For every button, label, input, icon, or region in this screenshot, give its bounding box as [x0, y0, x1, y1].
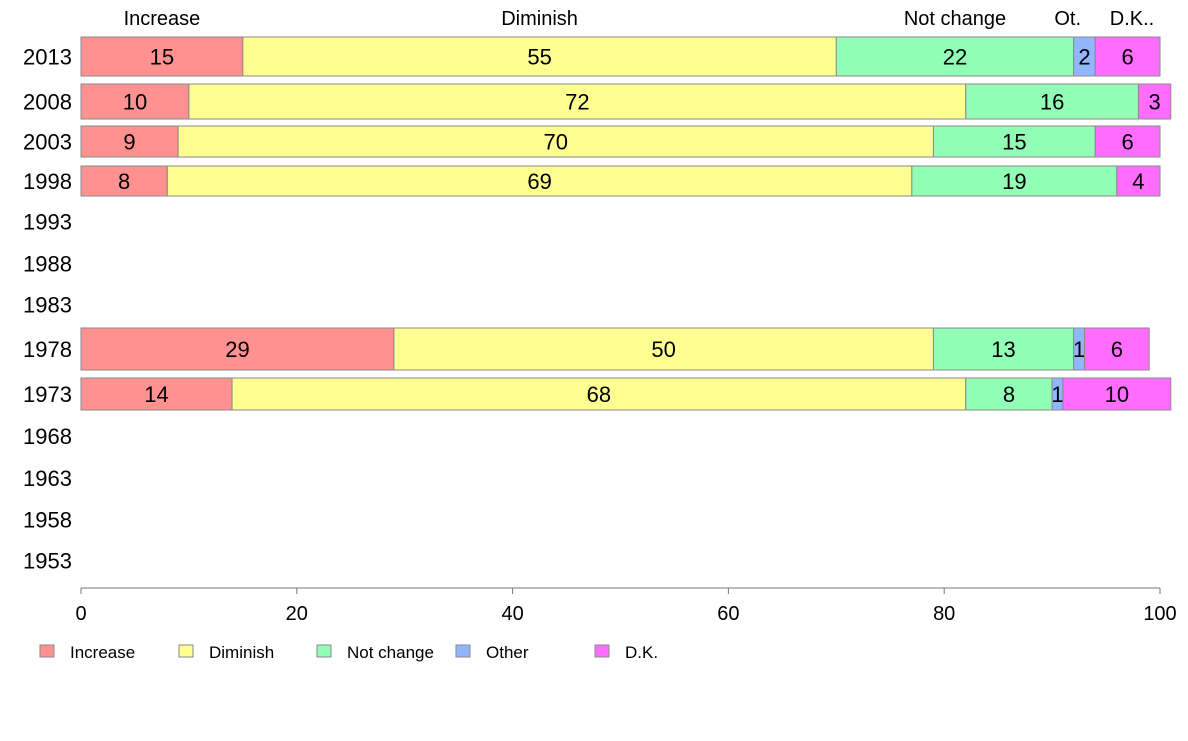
legend-label-increase: Increase: [70, 643, 135, 662]
top-label-diminish: Diminish: [501, 8, 578, 30]
top-label-increase: Increase: [124, 8, 201, 30]
data-label-2008-diminish: 72: [565, 90, 589, 115]
top-label-d-k: D.K..: [1110, 8, 1154, 30]
bar-segment-2013-d-k: [1094, 36, 1161, 77]
y-tick-label-1978: 1978: [23, 337, 72, 362]
bar-segment-1978-not-change: [932, 327, 1075, 371]
y-axis-labels: 2013 2008 2003 1998 1993 1988 1983 1978 1973 1968…: [23, 45, 72, 574]
y-tick-label-1998: 1998: [23, 169, 72, 194]
data-label-2003-not-change: 15: [1002, 130, 1026, 155]
top-labels: Increase Diminish Not change Ot. D.K..: [124, 8, 1155, 30]
legend-label-diminish: Diminish: [209, 643, 274, 662]
legend-label-d-k: D.K.: [625, 643, 658, 662]
bar-segment-2013-increase: [80, 36, 244, 77]
x-tick-label-0: 0: [75, 603, 86, 625]
data-label-2003-diminish: 70: [544, 130, 568, 155]
bar-segment-1978-increase: [80, 327, 395, 371]
data-label-1973-d-k: 10: [1105, 382, 1129, 407]
data-label-1998-not-change: 19: [1002, 169, 1026, 194]
bar-segment-1998-diminish: [166, 165, 913, 197]
data-label-2013-other: 2: [1078, 45, 1090, 70]
x-tick-label-20: 20: [286, 603, 308, 625]
y-tick-label-1993: 1993: [23, 210, 72, 235]
y-tick-label-1963: 1963: [23, 466, 72, 491]
y-tick-label-1988: 1988: [23, 252, 72, 277]
x-axis: 0 20 40 60 80 100: [75, 587, 1177, 625]
bar-segment-1998-not-change: [911, 165, 1118, 197]
data-label-1978-diminish: 50: [651, 337, 675, 362]
data-label-1973-other: 1: [1051, 382, 1063, 407]
bar-segment-1973-not-change: [965, 377, 1053, 411]
bar-segment-1978-diminish: [393, 327, 934, 371]
data-label-1978-increase: 29: [225, 337, 249, 362]
data-label-1978-not-change: 13: [991, 337, 1015, 362]
bar-segment-2003-increase: [80, 125, 179, 158]
bar-segment-1998-d-k: [1116, 165, 1161, 197]
legend-label-other: Other: [486, 643, 529, 662]
legend: Increase Diminish Not change Other D.K.: [39, 643, 658, 662]
y-tick-label-2003: 2003: [23, 130, 72, 155]
y-tick-label-1953: 1953: [23, 549, 72, 574]
data-label-1978-d-k: 6: [1111, 337, 1123, 362]
legend-swatch-other: [455, 644, 471, 658]
bar-segment-2008-diminish: [188, 83, 967, 120]
data-label-1998-d-k: 4: [1132, 169, 1144, 194]
data-label-1973-increase: 14: [144, 382, 168, 407]
bar-segment-2008-d-k: [1137, 83, 1172, 120]
legend-label-not-change: Not change: [347, 643, 434, 662]
legend-swatch-increase: [39, 644, 55, 658]
x-tick-label-100: 100: [1143, 603, 1176, 625]
y-tick-label-1968: 1968: [23, 424, 72, 449]
bar-segment-2003-diminish: [177, 125, 934, 158]
bar-segment-2013-not-change: [835, 36, 1075, 77]
data-label-2013-not-change: 22: [943, 45, 967, 70]
y-tick-label-2013: 2013: [23, 45, 72, 70]
y-tick-label-2008: 2008: [23, 90, 72, 115]
legend-swatch-d-k: [594, 644, 610, 658]
bar-segment-2003-not-change: [932, 125, 1096, 158]
data-label-1973-diminish: 68: [587, 382, 611, 407]
bar-segment-2013-diminish: [242, 36, 837, 77]
bar-segment-1973-d-k: [1062, 377, 1172, 411]
top-label-other: Ot.: [1054, 8, 1081, 30]
data-label-2013-d-k: 6: [1122, 45, 1134, 70]
data-label-1973-not-change: 8: [1003, 382, 1015, 407]
x-tick-label-40: 40: [501, 603, 523, 625]
data-label-2013-increase: 15: [150, 45, 174, 70]
bar-segment-1998-increase: [80, 165, 168, 197]
bar-segment-2003-d-k: [1094, 125, 1161, 158]
top-label-not-change: Not change: [904, 8, 1006, 30]
data-label-2008-not-change: 16: [1040, 90, 1064, 115]
x-tick-label-60: 60: [717, 603, 739, 625]
bar-segment-2008-increase: [80, 83, 190, 120]
data-label-2003-d-k: 6: [1122, 130, 1134, 155]
bar-segment-1973-diminish: [231, 377, 967, 411]
bars: 15 55 22 2 610 72 16 39 70 15 68 69 19 429 50 13 1 614 68 8…: [80, 36, 1172, 411]
data-label-1978-other: 1: [1073, 337, 1085, 362]
y-tick-label-1973: 1973: [23, 382, 72, 407]
legend-swatch-diminish: [178, 644, 194, 658]
data-label-2008-d-k: 3: [1148, 90, 1160, 115]
legend-swatch-not-change: [316, 644, 332, 658]
y-tick-label-1983: 1983: [23, 293, 72, 318]
y-tick-label-1958: 1958: [23, 508, 72, 533]
data-label-2003-increase: 9: [123, 130, 135, 155]
data-label-2008-increase: 10: [123, 90, 147, 115]
data-label-1998-diminish: 69: [527, 169, 551, 194]
x-tick-label-80: 80: [933, 603, 955, 625]
data-label-2013-diminish: 55: [527, 45, 551, 70]
data-label-1998-increase: 8: [118, 169, 130, 194]
bar-segment-1978-d-k: [1083, 327, 1150, 371]
